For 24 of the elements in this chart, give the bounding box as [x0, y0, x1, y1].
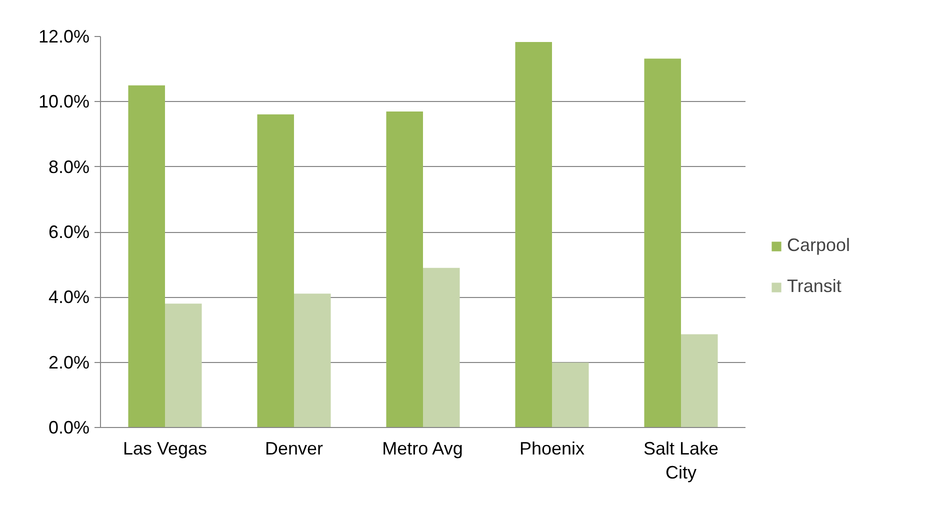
y-tick-label: 0.0% [48, 418, 90, 438]
y-tick-label: 8.0% [48, 156, 90, 177]
legend-label: Carpool [787, 235, 852, 256]
y-tick-label: 10.0% [38, 92, 90, 112]
x-tick-label: Las Vegas [122, 438, 208, 458]
x-tick-label: Denver [264, 438, 324, 458]
bar [294, 294, 331, 428]
bar [681, 334, 718, 428]
x-tick-label: Phoenix [519, 438, 585, 458]
bar [386, 111, 423, 428]
y-tick-label: 2.0% [48, 352, 90, 372]
bar [128, 85, 165, 428]
y-tick-label: 6.0% [48, 222, 90, 242]
x-tick-label: Salt Lake City [643, 438, 719, 482]
bar [423, 268, 460, 428]
bar [165, 304, 202, 428]
y-tick-label: 12.0% [38, 26, 90, 46]
legend-label: Transit [787, 276, 842, 297]
bar [257, 114, 294, 428]
y-tick-label: 4.0% [48, 287, 90, 308]
bar [515, 42, 552, 428]
bar [552, 362, 589, 428]
bar [644, 58, 681, 428]
x-tick-label: Metro Avg [382, 438, 463, 458]
